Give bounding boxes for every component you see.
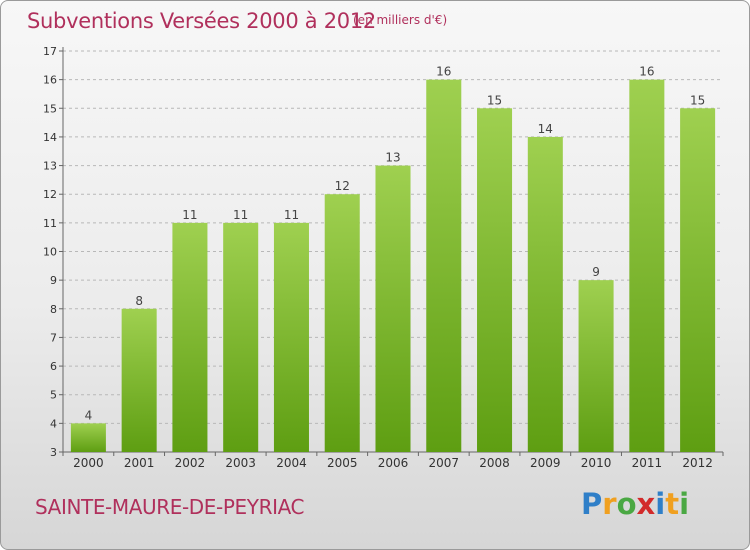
bar (527, 136, 563, 452)
x-tick-label: 2011 (632, 456, 663, 470)
bars (70, 79, 716, 453)
y-tick-label: 13 (43, 160, 57, 173)
bar (324, 194, 360, 452)
logo-letter: t (665, 487, 680, 521)
y-tick-label: 3 (50, 446, 57, 459)
data-label: 15 (690, 93, 705, 107)
bar (70, 423, 106, 452)
data-label: 15 (487, 93, 502, 107)
x-tick-label: 2009 (530, 456, 561, 470)
y-tick-label: 4 (50, 417, 57, 430)
logo-letter: i (655, 487, 666, 521)
y-tick-label: 17 (43, 45, 57, 58)
x-tick-label: 2002 (175, 456, 206, 470)
bar (121, 308, 157, 452)
data-label: 12 (335, 179, 350, 193)
data-label: 14 (538, 122, 553, 136)
commune-name: SAINTE-MAURE-DE-PEYRIAC (35, 495, 305, 519)
logo-letter: r (602, 487, 617, 521)
y-tick-label: 9 (50, 274, 57, 287)
labels: 2000 4 2001 8 2002 11 2003 11 2004 11 2005 12 2006 13… (73, 65, 713, 470)
x-tick-label: 2006 (378, 456, 409, 470)
bar (629, 79, 665, 453)
y-tick-label: 6 (50, 360, 57, 373)
logo-letter: x (636, 487, 656, 521)
x-tick-label: 2000 (73, 456, 104, 470)
chart-title: Subventions Versées 2000 à 2012 (27, 9, 376, 33)
proxiti-logo: Proxiti (581, 487, 689, 521)
data-label: 4 (85, 408, 93, 422)
x-tick-label: 2005 (327, 456, 358, 470)
bar (273, 222, 309, 452)
bar (578, 280, 614, 452)
x-tick-label: 2001 (124, 456, 155, 470)
chart-unit: (en milliers d'€) (353, 13, 448, 27)
bar (172, 222, 208, 452)
logo-letter: o (616, 487, 637, 521)
x-tick-label: 2008 (479, 456, 510, 470)
data-label: 13 (385, 151, 400, 165)
y-tick-label: 16 (43, 74, 57, 87)
data-label: 11 (182, 208, 197, 222)
data-label: 16 (436, 65, 451, 79)
x-tick-label: 2003 (225, 456, 256, 470)
y-tick-label: 15 (43, 102, 57, 115)
y-tick-label: 10 (43, 246, 57, 259)
y-tick-label: 8 (50, 303, 57, 316)
y-tick-label: 7 (50, 331, 57, 344)
x-tick-label: 2010 (581, 456, 612, 470)
y-tick-label: 14 (43, 131, 57, 144)
data-label: 8 (135, 294, 143, 308)
bar (375, 165, 411, 453)
logo-letter: i (679, 487, 690, 521)
bar (223, 222, 259, 452)
y-tick-label: 11 (43, 217, 57, 230)
bar (680, 108, 716, 453)
bar (477, 108, 513, 453)
y-tick-label: 5 (50, 389, 57, 402)
x-tick-label: 2012 (682, 456, 713, 470)
x-tick-label: 2004 (276, 456, 307, 470)
data-label: 9 (592, 265, 600, 279)
data-label: 16 (639, 65, 654, 79)
data-label: 11 (233, 208, 248, 222)
x-tick-label: 2007 (428, 456, 459, 470)
data-label: 11 (284, 208, 299, 222)
y-tick-label: 12 (43, 188, 57, 201)
logo-letter: P (581, 487, 603, 521)
bar (426, 79, 462, 453)
